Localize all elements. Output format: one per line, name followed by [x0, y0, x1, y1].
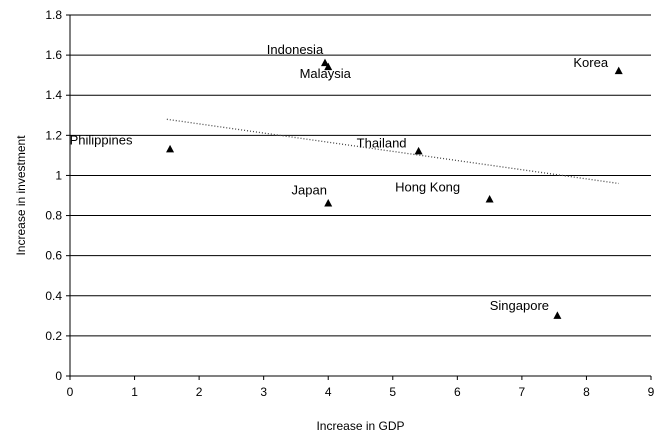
x-tick-label: 2 [196, 385, 203, 399]
point-label-japan: Japan [292, 183, 327, 198]
point-label-philippines: Philippines [70, 132, 133, 147]
axes [66, 14, 652, 380]
point-label-hong-kong: Hong Kong [395, 180, 460, 195]
y-axis-title: Increase in investment [14, 135, 28, 256]
x-tick-label: 7 [519, 385, 526, 399]
x-tick-label: 0 [67, 385, 74, 399]
y-tick-label: 1.2 [45, 128, 62, 142]
point-label-indonesia: Indonesia [267, 42, 324, 57]
x-tick-label: 4 [325, 385, 332, 399]
y-tick-label: 1.8 [45, 8, 62, 22]
x-tick-label: 8 [583, 385, 590, 399]
point-label-thailand: Thailand [357, 135, 407, 150]
tick-labels: 0 0.2 0.4 0.6 0.8 1 1.2 1.4 1.6 1.8 0 1 2 3 4 5 6 7 8 9 [45, 8, 654, 399]
y-tick-label: 0.6 [45, 249, 62, 263]
point-singapore [553, 311, 562, 319]
x-tick-label: 5 [389, 385, 396, 399]
point-philippines [166, 144, 175, 153]
y-tick-label: 0.8 [45, 209, 62, 223]
point-labels: Indonesia Malaysia Korea Philippines Thailan… [70, 42, 609, 313]
data-points [166, 58, 623, 319]
point-indonesia [320, 58, 329, 67]
trendline [166, 118, 619, 185]
x-tick-label: 3 [260, 385, 267, 399]
point-malaysia [324, 62, 333, 71]
x-axis-title: Increase in GDP [316, 419, 404, 433]
gridlines [70, 14, 651, 337]
point-label-malaysia: Malaysia [300, 66, 352, 81]
x-tick-label: 6 [454, 385, 461, 399]
y-tick-label: 1.4 [45, 88, 62, 102]
point-japan [324, 199, 333, 207]
y-tick-label: 1 [55, 168, 62, 182]
point-label-singapore: Singapore [490, 298, 549, 313]
x-tick-label: 9 [648, 385, 655, 399]
point-korea [614, 66, 623, 75]
y-tick-label: 0.2 [45, 329, 62, 343]
point-hong-kong [485, 195, 494, 203]
y-tick-label: 1.6 [45, 48, 62, 62]
x-tick-label: 1 [131, 385, 138, 399]
y-tick-label: 0 [55, 369, 62, 383]
point-label-korea: Korea [573, 55, 608, 70]
y-tick-label: 0.4 [45, 289, 62, 303]
point-thailand [414, 146, 423, 155]
